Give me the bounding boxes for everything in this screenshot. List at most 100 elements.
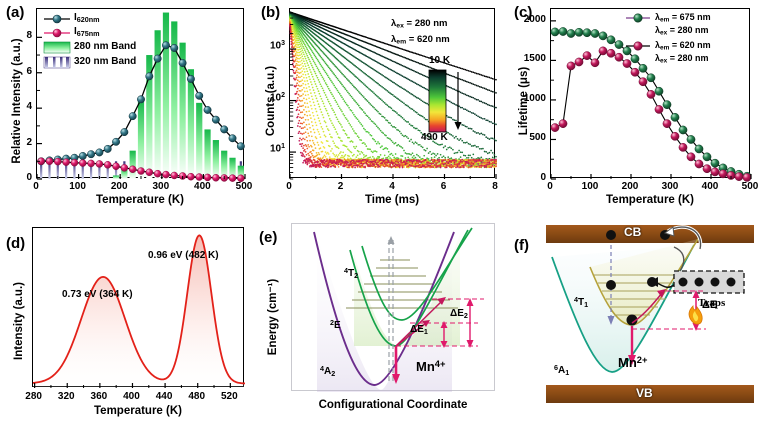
tick-label: 6 <box>26 65 32 77</box>
panel-e-svg <box>313 227 484 392</box>
tick-label: 0 <box>33 181 39 192</box>
panel-f-label-6A1: 6A1 <box>554 363 570 378</box>
legend-marker-i675 <box>44 28 70 38</box>
panel-e-label-ion: Mn4+ <box>416 359 446 375</box>
legend-label-i620: I620nm <box>74 12 100 24</box>
panel-f-tag: (f) <box>514 237 529 254</box>
panel-f: (f) <box>506 215 760 431</box>
tick-label: 360 <box>90 391 108 402</box>
tick-label: 520 <box>220 391 238 402</box>
tick-label: 500 <box>741 181 759 192</box>
panel-f-label-deltaE: ΔE <box>702 299 718 311</box>
panel-c-xlabel: Temperature (K) <box>606 194 694 206</box>
panel-b-colorbar-bottom: 490 K <box>421 132 448 143</box>
tick-label: 200 <box>621 181 639 192</box>
tick-label: 300 <box>661 181 679 192</box>
tick-label: 2000 <box>523 13 546 25</box>
panel-e: (e) Energy (cm⁻¹) <box>253 215 506 431</box>
panel-a-plot <box>36 8 246 183</box>
legend-swatch-band320 <box>43 56 71 69</box>
panel-f-label-vb: VB <box>636 386 653 400</box>
tick-label: 280 <box>25 391 42 402</box>
legend-marker-i620 <box>44 14 70 24</box>
legend-label-i675: I675nm <box>74 26 100 38</box>
flame-icon <box>688 305 703 325</box>
panel-f-label-ion: Mn2+ <box>618 355 648 371</box>
tick-label: 480 <box>188 391 206 402</box>
panel-f-label-4T1: 4T1 <box>574 295 589 310</box>
panel-d-plot <box>32 227 246 388</box>
tick-label: 200 <box>110 181 128 192</box>
panel-e-label-4T2: 4T2 <box>344 266 359 281</box>
legend-label-c-620: λem = 620 nm <box>655 40 711 52</box>
tick-label: 0 <box>26 172 32 183</box>
tick-label: 8 <box>26 30 32 42</box>
tick-label: 103 <box>269 40 285 52</box>
legend-swatch-band280 <box>43 41 71 54</box>
tick-label: 440 <box>155 391 173 402</box>
tick-label: 1000 <box>523 92 546 104</box>
tick-label: 320 <box>57 391 75 402</box>
panel-c-plot <box>550 8 752 182</box>
tick-label: 1500 <box>523 53 546 65</box>
panel-d-tag: (d) <box>6 235 26 252</box>
tick-label: 8 <box>492 181 498 192</box>
tick-label: 4 <box>389 181 395 192</box>
panel-e-label-dE2: ΔE2 <box>450 308 468 320</box>
panel-e-label-2E: 2E <box>330 318 341 332</box>
tick-label: 400 <box>701 181 719 192</box>
panel-e-label-dE1: ΔE1 <box>410 324 428 336</box>
legend-marker-c-620 <box>626 41 650 51</box>
tick-label: 0 <box>286 181 292 192</box>
panel-d-svg <box>32 234 246 388</box>
tick-label: 102 <box>269 91 285 104</box>
panel-b-svg <box>289 11 497 180</box>
tick-label: 0 <box>540 172 546 183</box>
tick-label: 2 <box>26 136 32 148</box>
panel-b-colorbar <box>428 69 462 133</box>
tick-label: 400 <box>123 391 140 402</box>
panel-b-ann-ex: λex = 280 nm <box>391 18 448 30</box>
panel-a-tag: (a) <box>6 4 25 21</box>
panel-b-tag: (b) <box>261 4 281 21</box>
legend-label-c-675: λem = 675 nm <box>655 12 711 24</box>
panel-f-label-cb: CB <box>624 225 642 239</box>
panel-e-label-4A2: 4A2 <box>320 364 336 379</box>
tick-label: 6 <box>440 181 447 192</box>
panel-a-xlabel: Temperature (K) <box>96 194 184 206</box>
legend-label-c-620-ex: λex = 280 nm <box>655 53 709 65</box>
tick-label: 500 <box>529 132 546 144</box>
panel-d-peak2-label: 0.96 eV (482 K) <box>148 250 219 261</box>
legend-label-c-675-ex: λex = 280 nm <box>655 25 709 37</box>
panel-d-xlabel: Temperature (K) <box>94 405 182 417</box>
panel-e-xlabel: Configurational Coordinate <box>318 399 468 411</box>
tick-label: 0 <box>547 181 553 192</box>
panel-b-xlabel: Time (ms) <box>364 194 420 206</box>
tick-label: 300 <box>152 181 170 192</box>
panel-d-ylabel: Intensity (a.u.) <box>13 282 25 360</box>
panel-f-label-traps: Traps <box>698 297 726 309</box>
panel-b-colorbar-top: 10 K <box>429 55 451 66</box>
panel-f-svg <box>546 225 754 403</box>
tick-label: 500 <box>235 181 253 192</box>
legend-marker-c-675 <box>626 13 650 23</box>
panel-c-svg <box>550 20 752 182</box>
tick-label: 100 <box>581 181 599 192</box>
panel-d: (d) Intensity (a.u.) 280 320 360 400 440 480 5… <box>0 215 253 431</box>
panel-c-tag: (c) <box>514 4 533 21</box>
tick-label: 100 <box>69 181 86 192</box>
panel-e-ylabel: Energy (cm⁻¹) <box>267 278 279 356</box>
panel-e-tag: (e) <box>259 229 278 246</box>
tick-label: 101 <box>269 143 285 155</box>
panel-d-peak1-label: 0.73 eV (364 K) <box>62 289 133 300</box>
legend-label-band280: 280 nm Band <box>74 41 137 52</box>
panel-a-svg <box>36 12 246 183</box>
tick-label: 400 <box>194 181 211 192</box>
legend-label-band320: 320 nm Band <box>74 56 137 67</box>
panel-b-plot <box>289 8 497 180</box>
panel-b-ann-em: λem = 620 nm <box>391 34 450 46</box>
tick-label: 4 <box>26 101 32 113</box>
panel-c: (c) Lifetime (μs) <box>506 0 760 215</box>
